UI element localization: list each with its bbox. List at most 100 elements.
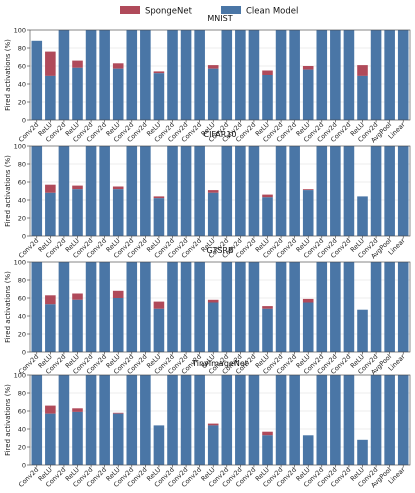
plot-frame: [29, 29, 411, 121]
legend-label-sponge: SpongeNet: [145, 7, 193, 17]
bar-clean-model: [126, 146, 138, 236]
bar-spongenet: [262, 431, 273, 436]
bar-clean-model: [207, 192, 219, 236]
panel-title: GTSRB: [207, 246, 234, 255]
y-tick-label: 80: [18, 44, 26, 52]
y-axis-label: Fired activations (%): [4, 39, 12, 111]
bar-clean-model: [262, 75, 273, 120]
bar-spongenet: [207, 65, 219, 69]
bar-clean-model: [302, 69, 314, 120]
bar-clean-model: [194, 262, 205, 352]
bar-spongenet: [262, 70, 273, 75]
bar-clean-model: [45, 413, 56, 465]
bar-spongenet: [45, 295, 56, 305]
bar-clean-model: [357, 309, 368, 352]
y-tick-label: 0: [22, 348, 26, 356]
bar-clean-model: [343, 146, 355, 236]
bar-clean-model: [289, 262, 300, 352]
bar-clean-model: [302, 435, 314, 465]
y-tick-label: 80: [18, 389, 26, 397]
bar-clean-model: [58, 375, 70, 465]
bar-clean-model: [58, 262, 70, 352]
plot-frame: [29, 374, 411, 466]
bar-clean-model: [85, 30, 97, 120]
y-tick-label: 20: [18, 330, 26, 338]
bar-clean-model: [289, 375, 300, 465]
bar-clean-model: [99, 30, 110, 120]
bar-clean-model: [221, 146, 233, 236]
bar-clean-model: [85, 146, 97, 236]
bar-spongenet: [112, 63, 124, 69]
bar-clean-model: [85, 375, 97, 465]
bar-clean-model: [384, 146, 395, 236]
y-axis-label: Fired activations (%): [4, 384, 12, 456]
bar-clean-model: [194, 30, 205, 120]
bar-clean-model: [289, 146, 300, 236]
bar-clean-model: [262, 435, 273, 465]
bar-spongenet: [357, 65, 368, 76]
y-tick-label: 40: [18, 425, 26, 433]
bar-clean-model: [248, 30, 260, 120]
bar-spongenet: [45, 184, 56, 193]
y-tick-label: 0: [22, 232, 26, 240]
bar-clean-model: [167, 146, 178, 236]
bar-clean-model: [194, 375, 205, 465]
legend: SpongeNet Clean Model: [120, 6, 298, 17]
plot-frame: [29, 145, 411, 237]
bar-spongenet: [207, 190, 219, 193]
y-tick-label: 0: [22, 116, 26, 124]
bar-clean-model: [248, 262, 260, 352]
bar-clean-model: [330, 30, 341, 120]
y-axis-label: Fired activations (%): [4, 155, 12, 227]
legend-swatch-sponge: [120, 6, 140, 14]
bar-spongenet: [112, 412, 124, 414]
bar-clean-model: [397, 375, 409, 465]
bar-clean-model: [45, 304, 56, 352]
bar-spongenet: [72, 185, 83, 190]
bar-clean-model: [99, 146, 110, 236]
bar-spongenet: [72, 293, 83, 300]
bar-clean-model: [262, 197, 273, 236]
y-tick-label: 40: [18, 196, 26, 204]
bar-clean-model: [58, 30, 70, 120]
bar-clean-model: [370, 375, 382, 465]
bar-clean-model: [275, 30, 287, 120]
panel-title: MNIST: [207, 14, 232, 23]
y-tick-label: 20: [18, 443, 26, 451]
bar-clean-model: [153, 73, 165, 120]
y-tick-label: 60: [18, 62, 26, 70]
bar-spongenet: [153, 301, 165, 309]
y-tick-label: 40: [18, 312, 26, 320]
bar-clean-model: [370, 30, 382, 120]
bar-clean-model: [31, 375, 43, 465]
bar-spongenet: [262, 194, 273, 198]
bar-clean-model: [207, 302, 219, 352]
bar-clean-model: [384, 375, 395, 465]
bar-clean-model: [72, 299, 83, 352]
bar-clean-model: [167, 375, 178, 465]
bar-clean-model: [316, 262, 328, 352]
legend-label-clean: Clean Model: [246, 7, 298, 17]
y-tick-label: 80: [18, 276, 26, 284]
bar-clean-model: [126, 375, 138, 465]
bar-clean-model: [99, 262, 110, 352]
bar-clean-model: [275, 375, 287, 465]
bar-clean-model: [316, 30, 328, 120]
bar-clean-model: [357, 196, 368, 236]
bar-clean-model: [235, 262, 246, 352]
bar-clean-model: [180, 375, 192, 465]
bar-clean-model: [316, 146, 328, 236]
bar-clean-model: [72, 411, 83, 465]
bar-clean-model: [397, 30, 409, 120]
bar-clean-model: [302, 190, 314, 236]
bar-spongenet: [262, 306, 273, 309]
y-tick-label: 80: [18, 160, 26, 168]
bar-spongenet: [112, 186, 124, 190]
bar-clean-model: [275, 146, 287, 236]
bar-clean-model: [248, 146, 260, 236]
bar-clean-model: [235, 146, 246, 236]
y-tick-label: 100: [14, 258, 26, 266]
